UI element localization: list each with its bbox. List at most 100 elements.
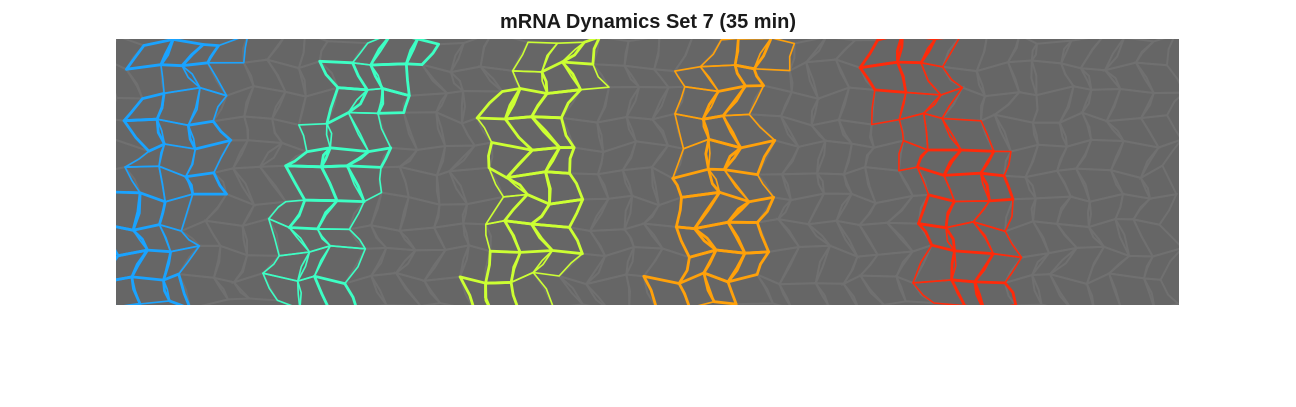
- stripe-4: [642, 39, 796, 305]
- stripe-5-cell: [896, 61, 942, 96]
- cell-outline: [393, 271, 442, 305]
- cell-outline: [590, 63, 642, 89]
- stripe-4-cell: [733, 39, 773, 71]
- cell-outline: [368, 246, 418, 278]
- cell-outline: [921, 85, 966, 120]
- cell-outline: [230, 254, 282, 285]
- cell-outline: [863, 139, 905, 172]
- cell-outline: [1131, 218, 1179, 258]
- cell-outline: [803, 39, 858, 64]
- cell-outline: [509, 249, 556, 285]
- cell-outline: [502, 193, 551, 226]
- cell-outline: [1139, 164, 1178, 200]
- stripe-3-cell: [475, 87, 522, 121]
- stripe-5-cell: [973, 252, 1023, 284]
- cell-outline: [1114, 217, 1155, 258]
- stripe-2-cell: [318, 59, 369, 92]
- stripe-3-cell: [503, 193, 551, 226]
- cell-outline: [1139, 114, 1179, 149]
- cell-outline: [1030, 195, 1074, 225]
- cell-outline: [116, 275, 142, 305]
- stripe-layer: [116, 39, 1023, 305]
- stripe-4-cell: [726, 220, 771, 255]
- stripe-2-cell: [325, 86, 369, 126]
- stripe-2-cell: [319, 164, 366, 204]
- cell-outline: [620, 140, 670, 172]
- stripe-1-cell: [206, 39, 248, 64]
- stripe-2: [262, 39, 441, 305]
- cell-outline: [347, 224, 389, 250]
- cell-outline: [622, 222, 665, 250]
- cell-outline: [623, 39, 661, 71]
- stripe-2-cell: [404, 39, 441, 67]
- cell-outline: [203, 219, 249, 257]
- cell-outline: [461, 195, 506, 226]
- background-cell-mesh: [116, 39, 1179, 305]
- cell-outline: [1085, 272, 1122, 305]
- stripe-3-cell: [544, 146, 576, 175]
- cell-outline: [232, 271, 280, 302]
- stripe-2-cell: [316, 199, 365, 231]
- cell-outline: [1142, 277, 1179, 305]
- cell-outline: [394, 248, 448, 282]
- stripe-4-cell: [726, 250, 771, 284]
- cell-outline: [1142, 247, 1179, 281]
- cell-outline: [652, 39, 693, 73]
- cell-outline: [806, 192, 854, 226]
- stripe-4-cell: [704, 137, 743, 172]
- stripe-3-cell: [561, 61, 610, 91]
- stripe-1-cell: [116, 275, 142, 305]
- stripe-3-cell: [510, 271, 554, 305]
- stripe-2-cell: [376, 87, 411, 115]
- cell-outline: [1133, 61, 1179, 95]
- cell-outline: [1002, 251, 1053, 285]
- cell-outline: [287, 199, 340, 230]
- stripe-5-cell: [917, 193, 956, 230]
- stripe-3-cell: [505, 170, 552, 206]
- stripe-1-cell: [159, 39, 205, 68]
- cell-outline: [179, 61, 229, 98]
- cell-outline: [857, 221, 915, 256]
- stripe-1-cell: [162, 272, 191, 305]
- cell-outline: [840, 253, 880, 287]
- stripe-5: [858, 39, 1023, 305]
- cell-outline: [1031, 84, 1076, 124]
- cell-outline: [834, 39, 880, 69]
- cell-outline: [992, 91, 1039, 124]
- cell-outline: [804, 58, 851, 101]
- cell-outline: [834, 57, 878, 92]
- cell-outline: [1085, 245, 1132, 286]
- stripe-1-cell: [158, 143, 197, 178]
- cell-outline: [975, 39, 1020, 73]
- stripe-1: [116, 39, 248, 305]
- stripe-2-cell: [346, 165, 383, 203]
- cell-outline: [814, 244, 859, 285]
- stripe-3-cell: [532, 249, 584, 277]
- cell-outline: [809, 118, 855, 145]
- stripe-5-cell: [979, 171, 1015, 203]
- cell-outline: [398, 195, 441, 232]
- stripe-5-cell: [973, 280, 1018, 305]
- stripe-4-cell: [753, 39, 796, 72]
- cell-outline: [258, 164, 307, 203]
- stripe-2-cell: [312, 274, 357, 305]
- stripe-1-cell: [184, 171, 228, 196]
- stripe-5-cell: [922, 86, 964, 120]
- stripe-3-cell: [540, 60, 583, 95]
- cell-outline: [1113, 192, 1152, 221]
- stripe-2-cell: [267, 217, 311, 257]
- stripe-3-cell: [503, 115, 562, 152]
- stripe-1-cell: [181, 61, 228, 97]
- cell-outline: [778, 282, 830, 305]
- cell-outline: [503, 115, 562, 152]
- cell-outline: [231, 139, 284, 170]
- cell-outline: [567, 172, 611, 201]
- tissue-image: [116, 39, 1179, 305]
- stripe-2-cell: [325, 111, 370, 153]
- stripe-4-cell: [702, 271, 738, 305]
- cell-outline: [531, 271, 585, 305]
- cell-outline: [1104, 87, 1156, 123]
- cell-outline: [179, 219, 223, 247]
- cell-outline: [211, 276, 253, 301]
